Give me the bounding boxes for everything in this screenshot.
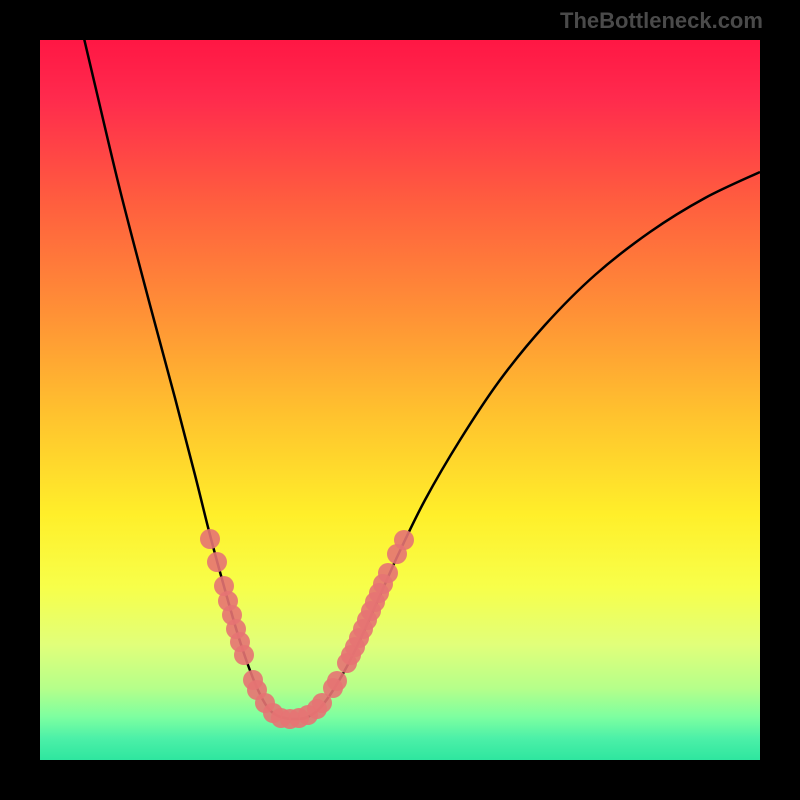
curve-left-branch: [75, 40, 290, 719]
data-marker: [378, 563, 398, 583]
plot-area: [40, 40, 760, 760]
marker-group: [200, 529, 414, 729]
watermark-text: TheBottleneck.com: [560, 8, 763, 34]
data-marker: [394, 530, 414, 550]
data-marker: [327, 671, 347, 691]
data-marker: [200, 529, 220, 549]
data-marker: [234, 645, 254, 665]
data-marker: [207, 552, 227, 572]
chart-svg: [40, 40, 760, 760]
